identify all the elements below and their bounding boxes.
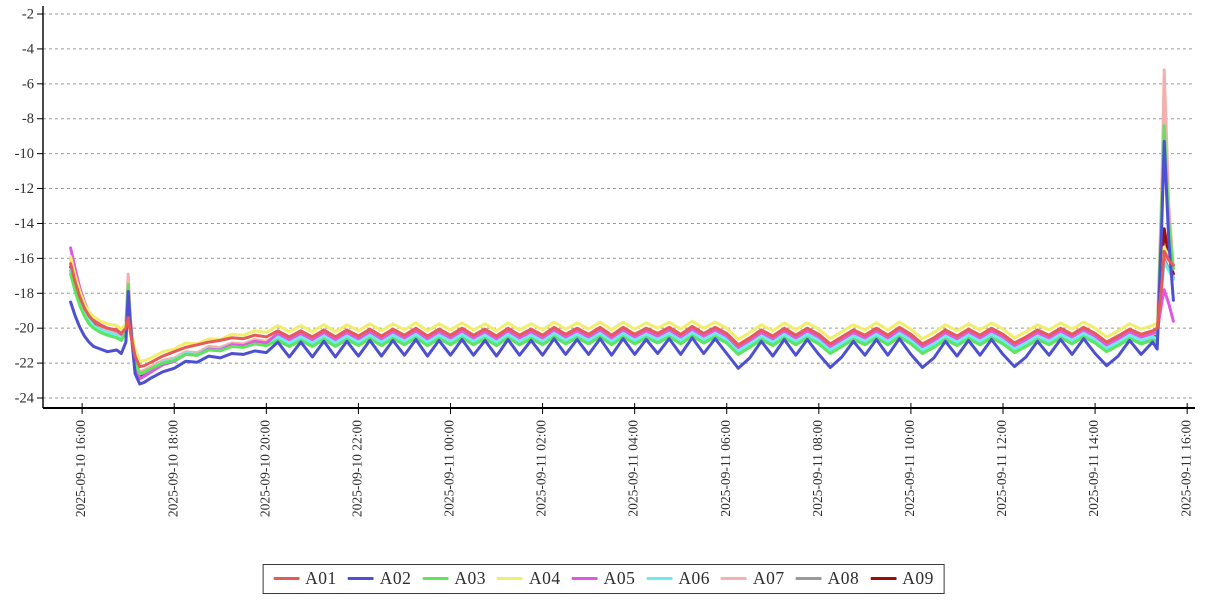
legend-item-a08: A08	[795, 568, 860, 589]
series-line-a08	[69, 256, 1175, 376]
series-line-a06	[69, 260, 1175, 376]
y-tick-label: -14	[15, 216, 35, 232]
x-tick-label: 2025-09-11 02:00	[534, 420, 549, 517]
x-tick-label: 2025-09-10 22:00	[349, 420, 364, 517]
y-axis: -2 -4 -6 -8 -10 -12 -14 -16 -18 -20 -22 -24	[15, 6, 44, 408]
series-line-a02	[69, 139, 1175, 386]
x-tick-label: 2025-09-11 16:00	[1178, 420, 1193, 517]
legend-swatch-a01	[273, 576, 300, 581]
x-tick-label: 2025-09-11 00:00	[442, 420, 457, 517]
series-line-a03	[69, 124, 1175, 376]
legend-label: A02	[379, 568, 412, 588]
legend-swatch-a06	[646, 576, 673, 581]
y-tick-label: -24	[15, 391, 35, 407]
legend-item-a09: A09	[870, 568, 934, 589]
legend: A01 A02 A03 A04 A05 A06 A07 A08 A09	[262, 564, 945, 594]
y-tick-label: -6	[22, 76, 34, 92]
legend-label: A08	[827, 568, 860, 588]
legend-item-a07: A07	[720, 568, 785, 589]
y-tick-label: -8	[22, 111, 34, 127]
x-tick-label: 2025-09-10 16:00	[73, 420, 88, 517]
y-tick-label: -2	[22, 7, 34, 23]
series-lines	[69, 68, 1175, 386]
x-tick-label: 2025-09-11 04:00	[626, 420, 641, 517]
legend-label: A09	[902, 568, 934, 588]
y-tick-label: -10	[15, 146, 34, 162]
y-tick-label: -16	[15, 251, 34, 267]
x-tick-label: 2025-09-11 08:00	[810, 420, 825, 517]
legend-label: A03	[454, 568, 487, 588]
x-axis: 2025-09-10 16:00 2025-09-10 18:00 2025-09-…	[43, 403, 1195, 517]
legend-item-a04: A04	[497, 568, 561, 589]
x-tick-label: 2025-09-11 14:00	[1086, 420, 1101, 517]
series-line-a04	[69, 245, 1175, 363]
x-tick-label: 2025-09-10 18:00	[165, 420, 180, 517]
legend-item-a05: A05	[571, 568, 636, 589]
legend-item-a02: A02	[347, 568, 412, 589]
legend-item-a03: A03	[422, 568, 486, 589]
legend-item-a06: A06	[646, 568, 710, 589]
legend-swatch-a08	[795, 576, 822, 581]
legend-swatch-a02	[347, 576, 374, 581]
legend-label: A06	[678, 568, 710, 588]
y-tick-label: -18	[15, 286, 34, 302]
legend-swatch-a09	[870, 576, 897, 581]
legend-swatch-a07	[720, 576, 747, 581]
x-tick-label: 2025-09-10 20:00	[257, 420, 272, 517]
legend-item-a01: A01	[273, 568, 337, 589]
x-tick-label: 2025-09-11 10:00	[902, 420, 917, 517]
y-tick-label: -22	[15, 356, 34, 372]
y-tick-label: -20	[15, 321, 34, 337]
legend-swatch-a04	[497, 576, 524, 581]
legend-label: A04	[529, 568, 561, 588]
legend-label: A07	[752, 568, 785, 588]
legend-swatch-a03	[422, 576, 449, 581]
x-tick-label: 2025-09-11 06:00	[718, 420, 733, 517]
legend-swatch-a05	[571, 576, 598, 581]
plot-area: -2 -4 -6 -8 -10 -12 -14 -16 -18 -20 -22 -24 2025-09-…	[15, 6, 1195, 517]
y-tick-label: -12	[15, 181, 34, 197]
legend-label: A01	[305, 568, 337, 588]
y-tick-label: -4	[22, 41, 35, 57]
series-line-a01	[69, 249, 1175, 369]
x-tick-label: 2025-09-11 12:00	[994, 420, 1009, 517]
legend-label: A05	[603, 568, 636, 588]
